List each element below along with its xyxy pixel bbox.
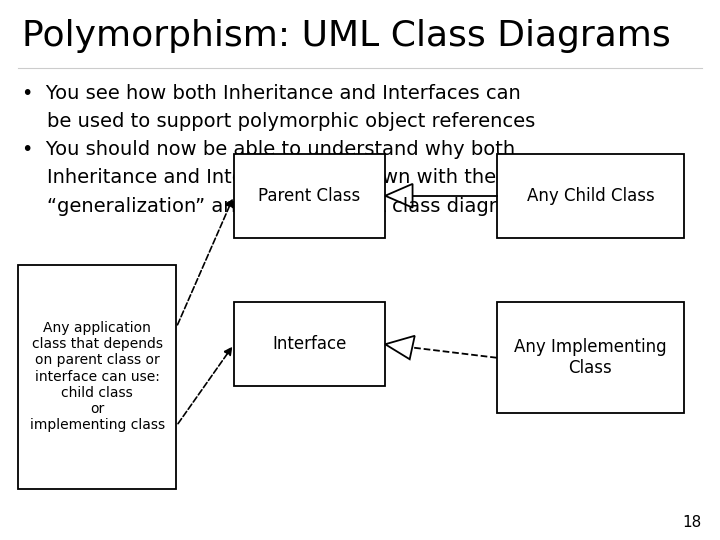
Text: Any Implementing
Class: Any Implementing Class	[514, 339, 667, 377]
Bar	[18, 265, 176, 489]
Text: •  You see how both Inheritance and Interfaces can: • You see how both Inheritance and Inter…	[22, 84, 521, 103]
Text: Polymorphism: UML Class Diagrams: Polymorphism: UML Class Diagrams	[22, 19, 670, 53]
Text: “generalization” arrow icon in UML class diagrams: “generalization” arrow icon in UML class…	[22, 197, 537, 215]
Bar	[234, 154, 385, 238]
Text: Inheritance and Interfaces are shown with the same: Inheritance and Interfaces are shown wit…	[22, 168, 555, 187]
Text: Any Child Class: Any Child Class	[526, 187, 654, 205]
Text: Parent Class: Parent Class	[258, 187, 361, 205]
Bar	[497, 154, 684, 238]
Text: •  You should now be able to understand why both: • You should now be able to understand w…	[22, 140, 515, 159]
Text: be used to support polymorphic object references: be used to support polymorphic object re…	[22, 112, 535, 131]
Text: Interface: Interface	[272, 335, 347, 353]
Text: Any application
class that depends
on parent class or
interface can use:
child c: Any application class that depends on pa…	[30, 321, 165, 432]
Bar	[497, 302, 684, 413]
Bar	[234, 302, 385, 386]
Text: 18: 18	[683, 515, 702, 530]
